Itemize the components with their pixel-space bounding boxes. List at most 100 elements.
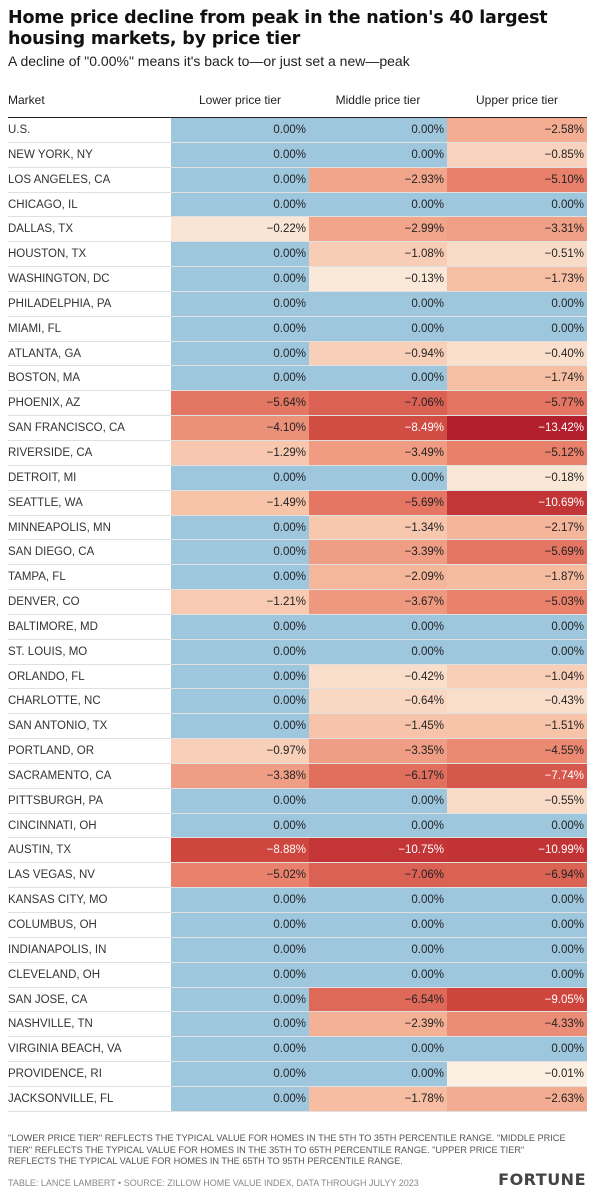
cell-upper-tier: −2.17% [447,515,587,540]
cell-upper-tier: −0.51% [447,242,587,267]
cell-lower-tier: −5.02% [171,863,309,888]
market-label: MIAMI, FL [8,322,62,335]
market-label: PHILADELPHIA, PA [8,297,112,310]
cell-middle-tier: 0.00% [309,1037,447,1062]
market-label: SACRAMENTO, CA [8,769,112,782]
fortune-logo: FORTUNE [498,1170,586,1189]
cell-lower-tier: 0.00% [171,689,309,714]
cell-lower-tier: 0.00% [171,118,309,142]
cell-upper-tier: −4.55% [447,739,587,763]
cell-middle-tier: −1.45% [309,714,447,739]
table-row: PITTSBURGH, PA 0.00% 0.00% −0.55% [8,788,587,814]
market-label: NEW YORK, NY [8,148,93,161]
table-row: MIAMI, FL 0.00% 0.00% 0.00% [8,316,587,342]
cell-lower-tier: 0.00% [171,316,309,341]
cell-lower-tier: −1.29% [171,440,309,465]
cell-middle-tier: 0.00% [309,192,447,217]
cell-lower-tier: 0.00% [171,913,309,937]
cell-upper-tier: −2.63% [447,1086,587,1111]
market-label: INDIANAPOLIS, IN [8,943,107,956]
cell-lower-tier: 0.00% [171,714,309,739]
market-label: CINCINNATI, OH [8,819,97,832]
market-label: LAS VEGAS, NV [8,869,95,882]
market-label: PORTLAND, OR [8,745,95,758]
table-row: COLUMBUS, OH 0.00% 0.00% 0.00% [8,913,587,938]
cell-lower-tier: 0.00% [171,291,309,316]
cell-lower-tier: 0.00% [171,515,309,540]
cell-upper-tier: 0.00% [447,614,587,639]
table-row: CHARLOTTE, NC 0.00% −0.64% −0.43% [8,689,587,715]
cell-lower-tier: −1.49% [171,490,309,515]
cell-middle-tier: −10.75% [309,838,447,863]
cell-middle-tier: −1.78% [309,1086,447,1111]
cell-middle-tier: −6.17% [309,763,447,788]
cell-middle-tier: 0.00% [309,1062,447,1086]
cell-upper-tier: −0.18% [447,465,587,490]
market-label: PHOENIX, AZ [8,397,81,410]
cell-upper-tier: −10.99% [447,838,587,863]
chart-subtitle: A decline of "0.00%" means it's back to—… [8,53,410,69]
table-row: PHILADELPHIA, PA 0.00% 0.00% 0.00% [8,291,587,317]
market-label: SAN FRANCISCO, CA [8,422,125,435]
cell-middle-tier: −2.93% [309,167,447,192]
market-label: CLEVELAND, OH [8,968,101,981]
market-label: COLUMBUS, OH [8,919,97,931]
cell-middle-tier: −7.06% [309,863,447,888]
cell-upper-tier: −0.01% [447,1062,587,1086]
cell-middle-tier: 0.00% [309,118,447,142]
table-row: MINNEAPOLIS, MN 0.00% −1.34% −2.17% [8,515,587,541]
cell-middle-tier: −3.39% [309,540,447,565]
cell-upper-tier: 0.00% [447,192,587,217]
table-row: PORTLAND, OR −0.97% −3.35% −4.55% [8,739,587,764]
cell-upper-tier: 0.00% [447,813,587,838]
cell-upper-tier: −1.51% [447,714,587,739]
cell-upper-tier: −5.03% [447,590,587,614]
table-row: SACRAMENTO, CA −3.38% −6.17% −7.74% [8,763,587,789]
cell-upper-tier: −13.42% [447,416,587,440]
cell-lower-tier: 0.00% [171,267,309,291]
cell-middle-tier: 0.00% [309,937,447,962]
table-row: U.S. 0.00% 0.00% −2.58% [8,118,587,143]
market-label: MINNEAPOLIS, MN [8,521,111,534]
cell-upper-tier: 0.00% [447,913,587,937]
cell-lower-tier: 0.00% [171,192,309,217]
table-row: ATLANTA, GA 0.00% −0.94% −0.40% [8,341,587,367]
cell-lower-tier: −0.22% [171,217,309,242]
table-row: HOUSTON, TX 0.00% −1.08% −0.51% [8,242,587,268]
table-row: CINCINNATI, OH 0.00% 0.00% 0.00% [8,813,587,839]
cell-middle-tier: −6.54% [309,987,447,1012]
column-header-middle-tier: Middle price tier [335,93,421,107]
cell-upper-tier: 0.00% [447,316,587,341]
market-label: U.S. [8,124,31,136]
cell-upper-tier: 0.00% [447,888,587,912]
cell-lower-tier: −1.21% [171,590,309,614]
market-label: TAMPA, FL [8,571,66,584]
column-header-lower-tier: Lower price tier [198,93,282,107]
table-row: SAN FRANCISCO, CA −4.10% −8.49% −13.42% [8,416,587,441]
cell-middle-tier: 0.00% [309,788,447,813]
cell-lower-tier: −4.10% [171,416,309,440]
table-row: INDIANAPOLIS, IN 0.00% 0.00% 0.00% [8,937,587,963]
market-label: AUSTIN, TX [8,844,72,857]
cell-upper-tier: −5.10% [447,167,587,192]
market-label: RIVERSIDE, CA [8,446,93,459]
cell-lower-tier: −3.38% [171,763,309,788]
cell-upper-tier: −4.33% [447,1012,587,1037]
cell-upper-tier: −5.69% [447,540,587,565]
table-row: ORLANDO, FL 0.00% −0.42% −1.04% [8,664,587,690]
table-row: BOSTON, MA 0.00% 0.00% −1.74% [8,366,587,392]
cell-middle-tier: −3.49% [309,440,447,465]
cell-middle-tier: −2.39% [309,1012,447,1037]
cell-upper-tier: −1.87% [447,565,587,590]
table-row: SAN ANTONIO, TX 0.00% −1.45% −1.51% [8,714,587,740]
cell-upper-tier: 0.00% [447,291,587,316]
cell-upper-tier: −0.40% [447,341,587,366]
table-row: BALTIMORE, MD 0.00% 0.00% 0.00% [8,614,587,640]
cell-middle-tier: 0.00% [309,913,447,937]
cell-lower-tier: 0.00% [171,962,309,987]
market-label: WASHINGTON, DC [8,273,110,286]
table-row: SEATTLE, WA −1.49% −5.69% −10.69% [8,490,587,516]
cell-lower-tier: 0.00% [171,366,309,391]
cell-lower-tier: 0.00% [171,987,309,1012]
table-row: AUSTIN, TX −8.88% −10.75% −10.99% [8,838,587,864]
